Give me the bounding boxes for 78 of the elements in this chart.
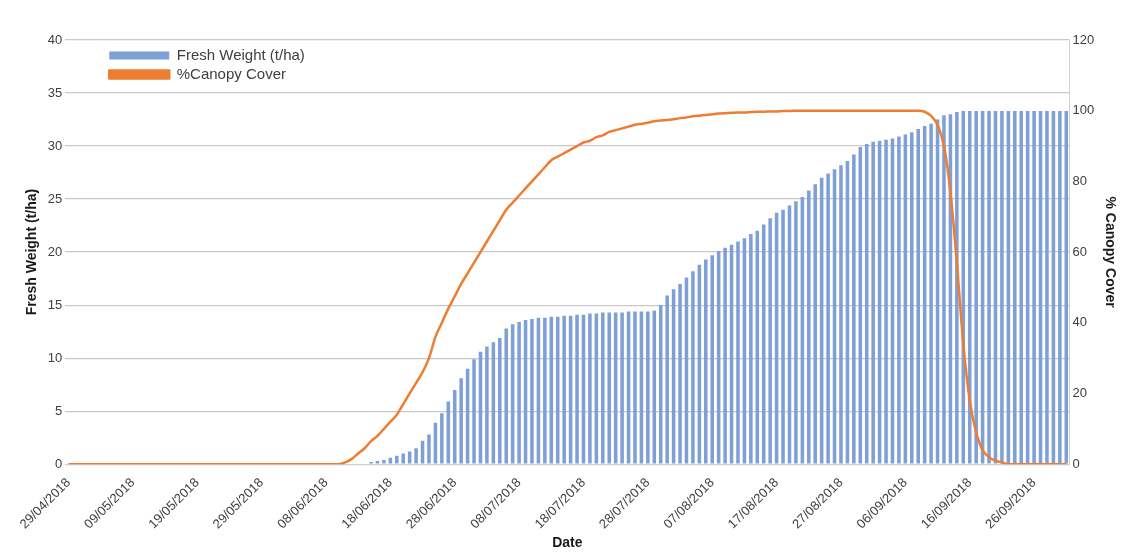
bar — [1058, 111, 1062, 464]
y2-tick-label: 40 — [1072, 314, 1087, 330]
legend-label: %Canopy Cover — [176, 64, 286, 82]
bar — [395, 455, 399, 464]
bar — [1045, 111, 1049, 464]
bar — [1019, 111, 1023, 464]
y-tick-label: 15 — [47, 296, 63, 312]
bar — [826, 173, 830, 464]
bar — [575, 314, 579, 464]
bar — [807, 190, 811, 464]
bar — [601, 312, 605, 464]
bar — [427, 434, 431, 464]
bar — [884, 139, 888, 464]
y2-tick-label: 0 — [1072, 455, 1080, 471]
y-tick-label: 30 — [47, 137, 63, 153]
bar — [646, 311, 650, 464]
bar — [897, 136, 901, 464]
bar — [530, 318, 534, 464]
bar — [704, 259, 708, 464]
bar — [504, 328, 508, 464]
bar — [813, 184, 817, 464]
bar — [781, 209, 785, 464]
bar — [562, 315, 566, 464]
bar — [852, 154, 856, 464]
bar — [974, 111, 978, 464]
y-tick-label: 0 — [55, 455, 63, 471]
bar — [955, 112, 959, 464]
bar — [768, 218, 772, 464]
bar — [414, 448, 418, 464]
bar — [987, 111, 991, 464]
bar — [375, 460, 380, 464]
bar — [665, 295, 669, 464]
bar — [723, 247, 727, 464]
y-tick-label: 5 — [55, 402, 63, 418]
bar — [485, 346, 489, 464]
y-tick-label: 20 — [47, 243, 63, 259]
bar — [633, 311, 637, 464]
bar — [459, 378, 463, 464]
legend-label: Fresh Weight (t/ha) — [176, 45, 305, 63]
bar — [543, 317, 547, 464]
bar — [910, 132, 914, 464]
bar — [678, 283, 682, 464]
bar — [1013, 111, 1017, 464]
y-tick-label: 25 — [47, 190, 63, 206]
bar — [794, 201, 798, 464]
y2-tick-label: 20 — [1072, 385, 1087, 401]
bar — [710, 255, 714, 464]
y-tick-label: 40 — [47, 31, 63, 47]
bar — [1000, 111, 1004, 464]
bar — [736, 241, 740, 464]
y2-tick-label: 120 — [1072, 31, 1095, 47]
bar — [472, 359, 476, 464]
y-tick-label: 35 — [47, 84, 63, 100]
bar — [1032, 111, 1036, 464]
bar — [607, 312, 611, 464]
y2-tick-label: 60 — [1072, 243, 1087, 259]
y-axis-title: Fresh Weight (t/ha) — [23, 188, 40, 316]
bar — [388, 457, 393, 464]
bar — [929, 123, 933, 464]
y2-axis-title: % Canopy Cover — [1102, 196, 1119, 309]
y2-tick-label: 100 — [1072, 102, 1095, 118]
bar — [401, 453, 405, 464]
y2-tick-label: 80 — [1072, 172, 1087, 188]
bar — [440, 413, 444, 464]
bar — [749, 234, 753, 464]
bar — [620, 312, 624, 464]
bar — [916, 129, 920, 464]
bar — [839, 165, 843, 464]
bar — [517, 322, 521, 464]
x-axis-title: Date — [552, 534, 583, 551]
bar — [871, 141, 875, 464]
bar — [407, 451, 412, 464]
bar — [942, 115, 946, 464]
bar — [498, 337, 502, 464]
y-tick-label: 10 — [47, 349, 63, 365]
bar — [382, 459, 386, 464]
bar — [691, 271, 695, 464]
bar — [588, 313, 592, 464]
